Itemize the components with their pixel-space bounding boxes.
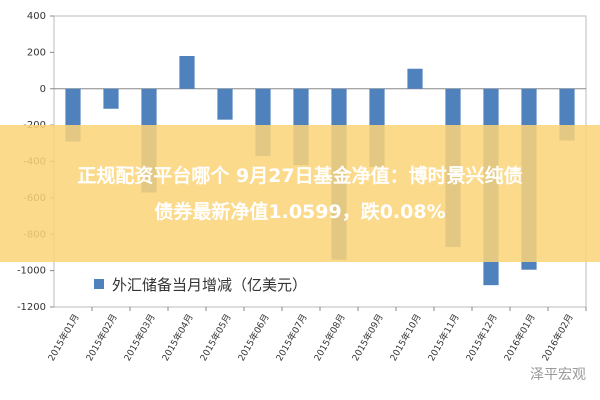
x-tick-label: 2015年03月 [121,312,158,363]
x-tick-label: 2016年02月 [539,312,576,363]
banner-line: 债券最新净值1.0599，跌0.08% [154,200,446,223]
x-tick-label: 2015年06月 [235,312,272,363]
x-tick-label: 2015年11月 [425,312,462,363]
bar [103,88,119,109]
y-tick-label: -1000 [17,266,46,277]
x-tick-label: 2016年01月 [501,312,538,363]
banner-line: 正规配资平台哪个 9月27日基金净值：博时景兴纯债 [77,164,523,187]
bar [217,88,233,120]
y-tick-label: 0 [40,84,46,95]
x-tick-label: 2015年12月 [463,312,500,363]
x-tick-label: 2015年07月 [273,312,310,363]
bar [179,56,195,89]
x-tick-label: 2015年05月 [197,312,234,363]
legend-swatch [94,279,104,289]
legend: 外汇储备当月增减（亿美元） [80,268,350,300]
y-tick-label: 400 [27,11,46,22]
y-tick-label: -1200 [17,302,46,313]
x-tick-label: 2015年08月 [311,312,348,363]
legend-label: 外汇储备当月增减（亿美元） [112,275,308,294]
watermark: 泽平宏观 [530,367,586,383]
x-tick-label: 2015年09月 [349,312,386,363]
y-tick-label: 200 [27,47,46,58]
banner: 正规配资平台哪个 9月27日基金净值：博时景兴纯债 债券最新净值1.0599，跌0… [0,125,600,262]
bar [407,68,423,89]
x-tick-label: 2015年02月 [83,312,120,363]
x-tick-label: 2015年10月 [387,312,424,363]
x-tick-label: 2015年04月 [159,312,196,363]
x-tick-label: 2015年01月 [45,312,82,363]
